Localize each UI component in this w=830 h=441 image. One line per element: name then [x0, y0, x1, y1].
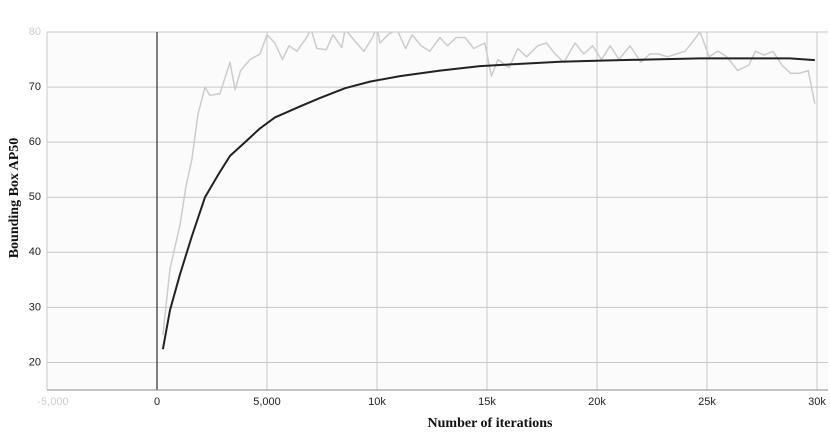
y-tick-label: 80: [29, 26, 41, 38]
x-tick-label: 30k: [808, 396, 826, 408]
y-tick-label: 60: [29, 136, 41, 148]
plot-area: [47, 32, 828, 390]
y-axis-title: Bounding Box AP50: [7, 138, 22, 259]
x-tick-label: 20k: [588, 396, 606, 408]
x-tick-label: 0: [154, 396, 160, 408]
x-tick-label: 10k: [368, 396, 386, 408]
data-line: [162, 32, 816, 335]
data-line: [161, 57, 815, 350]
y-tick-label: 40: [29, 246, 41, 258]
x-tick-label: 5,000: [253, 396, 281, 408]
x-tick-label: 25k: [698, 396, 716, 408]
plot-lines: [161, 32, 816, 350]
y-tick-label: 30: [29, 301, 41, 313]
y-tick-label: 20: [29, 356, 41, 368]
x-tick-label: 15k: [478, 396, 496, 408]
y-tick-label: 70: [29, 81, 41, 93]
x-tick-label: -5,000: [37, 396, 68, 408]
y-tick-label: 50: [29, 191, 41, 203]
x-axis-title: Number of iterations: [428, 416, 553, 431]
